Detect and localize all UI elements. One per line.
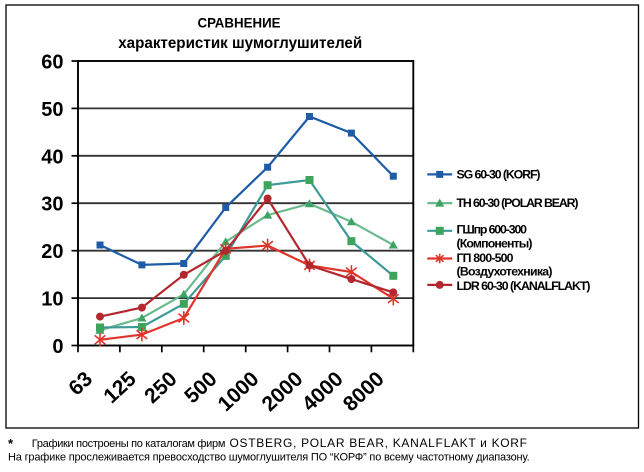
svg-text:характеристик шумоглушителей: характеристик шумоглушителей [118,35,362,52]
svg-text:2000: 2000 [258,367,308,416]
svg-text:СРАВНЕНИЕ: СРАВНЕНИЕ [198,15,281,31]
svg-text:125: 125 [99,367,141,408]
svg-text:ГП 800-500: ГП 800-500 [457,251,514,265]
svg-text:Графики построены по каталогам: Графики построены по каталогам фирм [32,438,226,450]
svg-text:(Компоненты): (Компоненты) [457,237,533,251]
svg-text:10: 10 [41,289,63,311]
svg-text:40: 40 [41,146,63,168]
svg-text:1000: 1000 [214,367,264,416]
svg-text:(Воздухотехника): (Воздухотехника) [457,265,553,279]
svg-text:OSTBERG, POLAR BEAR, KANALFLAK: OSTBERG, POLAR BEAR, KANALFLAKT и KORF [230,436,528,450]
svg-text:На графике прослеживается прев: На графике прослеживается превосходство … [8,452,530,464]
svg-text:63: 63 [64,367,97,400]
svg-text:4000: 4000 [298,367,348,416]
svg-text:60: 60 [41,52,63,74]
svg-text:LDR 60-30 (KANALFLAKT): LDR 60-30 (KANALFLAKT) [457,279,591,293]
svg-text:250: 250 [140,367,181,408]
svg-text:20: 20 [41,241,63,263]
svg-text:TH 60-30 (POLAR BEAR): TH 60-30 (POLAR BEAR) [457,196,579,210]
svg-text:SG 60-30 (KORF): SG 60-30 (KORF) [457,168,541,182]
svg-text:30: 30 [41,194,63,216]
svg-text:50: 50 [41,99,63,121]
svg-text:0: 0 [52,336,63,358]
svg-text:8000: 8000 [339,367,389,416]
svg-text:ГШпр 600-300: ГШпр 600-300 [457,222,528,236]
svg-text:*: * [8,436,14,451]
